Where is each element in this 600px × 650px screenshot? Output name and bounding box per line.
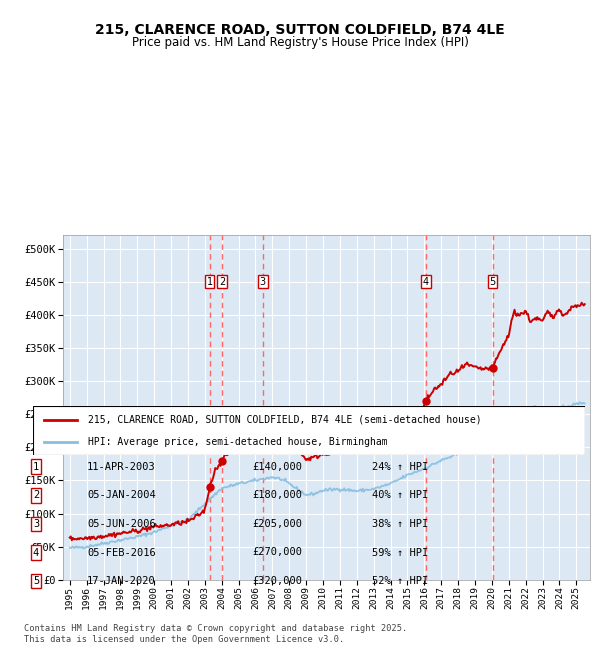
Text: £180,000: £180,000 — [252, 490, 302, 501]
Text: Contains HM Land Registry data © Crown copyright and database right 2025.
This d: Contains HM Land Registry data © Crown c… — [24, 624, 407, 644]
Text: 38% ↑ HPI: 38% ↑ HPI — [372, 519, 428, 529]
Text: 2: 2 — [219, 277, 225, 287]
Text: 2: 2 — [33, 490, 39, 501]
Text: 11-APR-2003: 11-APR-2003 — [87, 462, 156, 472]
Text: 1: 1 — [33, 462, 39, 472]
Text: 24% ↑ HPI: 24% ↑ HPI — [372, 462, 428, 472]
Text: 05-JAN-2004: 05-JAN-2004 — [87, 490, 156, 501]
Text: HPI: Average price, semi-detached house, Birmingham: HPI: Average price, semi-detached house,… — [88, 437, 388, 447]
Text: 5: 5 — [490, 277, 496, 287]
Text: 1: 1 — [206, 277, 212, 287]
Text: 40% ↑ HPI: 40% ↑ HPI — [372, 490, 428, 501]
Text: 5: 5 — [33, 576, 39, 586]
Text: 3: 3 — [33, 519, 39, 529]
Text: 3: 3 — [260, 277, 266, 287]
Text: 215, CLARENCE ROAD, SUTTON COLDFIELD, B74 4LE (semi-detached house): 215, CLARENCE ROAD, SUTTON COLDFIELD, B7… — [88, 415, 482, 425]
Text: 52% ↑ HPI: 52% ↑ HPI — [372, 576, 428, 586]
Text: 05-FEB-2016: 05-FEB-2016 — [87, 547, 156, 558]
Text: 17-JAN-2020: 17-JAN-2020 — [87, 576, 156, 586]
Text: 05-JUN-2006: 05-JUN-2006 — [87, 519, 156, 529]
Text: £320,000: £320,000 — [252, 576, 302, 586]
FancyBboxPatch shape — [33, 406, 585, 455]
Text: 215, CLARENCE ROAD, SUTTON COLDFIELD, B74 4LE: 215, CLARENCE ROAD, SUTTON COLDFIELD, B7… — [95, 23, 505, 37]
Text: 4: 4 — [33, 547, 39, 558]
Text: £270,000: £270,000 — [252, 547, 302, 558]
Text: £140,000: £140,000 — [252, 462, 302, 472]
Text: 59% ↑ HPI: 59% ↑ HPI — [372, 547, 428, 558]
Text: 4: 4 — [423, 277, 429, 287]
Text: £205,000: £205,000 — [252, 519, 302, 529]
Text: Price paid vs. HM Land Registry's House Price Index (HPI): Price paid vs. HM Land Registry's House … — [131, 36, 469, 49]
